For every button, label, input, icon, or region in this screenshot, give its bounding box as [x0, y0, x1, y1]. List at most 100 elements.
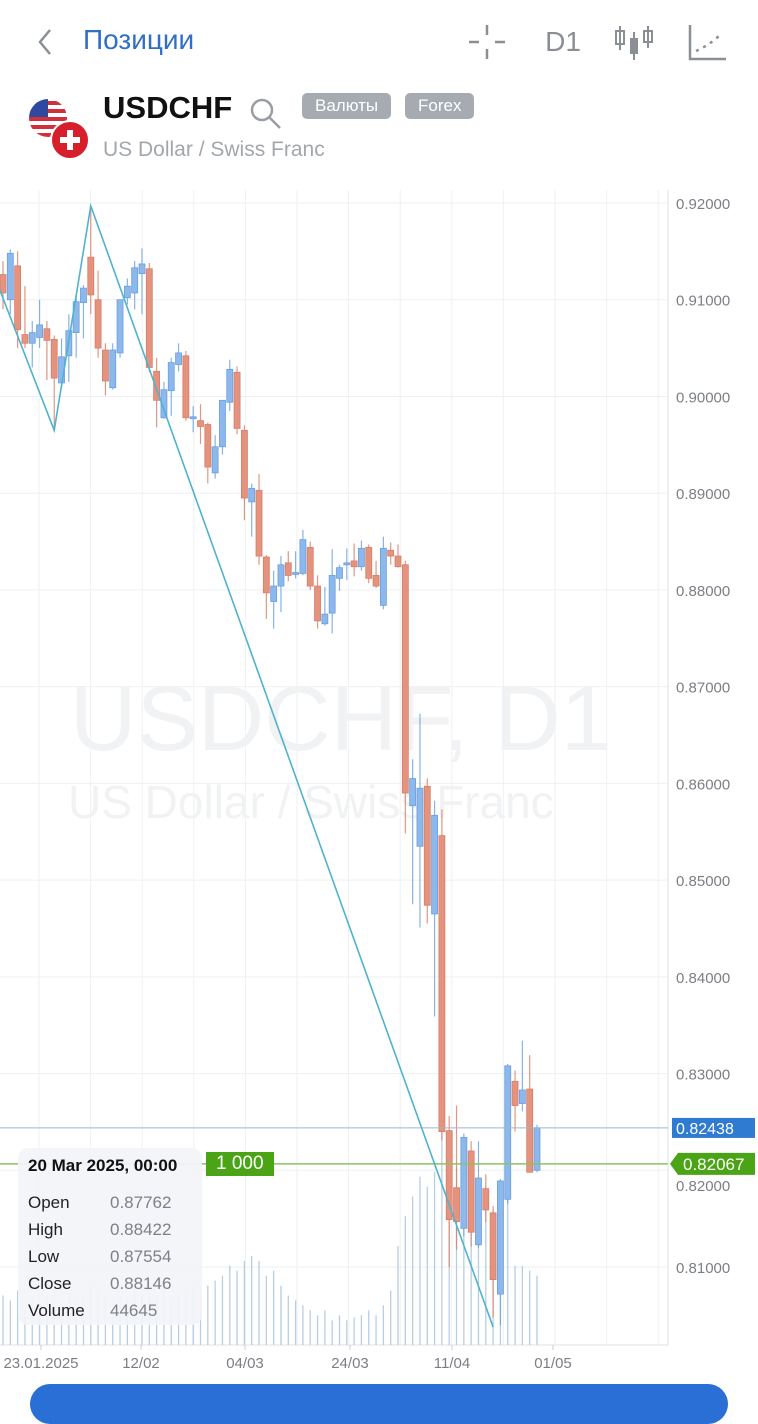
- crosshair-icon: [469, 25, 505, 59]
- price-tick-label: 0.81000: [676, 1260, 730, 1277]
- bearish-candle: [197, 420, 204, 427]
- bearish-candle: [423, 785, 431, 906]
- tooltip-label-close: Close: [28, 1274, 72, 1293]
- bearish-candle: [482, 1188, 490, 1211]
- order-size-tag[interactable]: 1 000: [206, 1152, 274, 1176]
- bearish-candle: [153, 370, 161, 401]
- bullish-candle: [475, 1177, 482, 1246]
- price-tick-label: 0.90000: [676, 389, 730, 406]
- crosshair-button[interactable]: [465, 18, 509, 66]
- tooltip-value-high: 0.88422: [110, 1220, 172, 1239]
- date-tick-label: 04/03: [226, 1355, 264, 1372]
- bullish-candle: [416, 787, 424, 847]
- bullish-candle: [138, 263, 146, 275]
- bearish-candle: [50, 338, 58, 379]
- bullish-candle: [123, 285, 131, 299]
- price-chart[interactable]: USDCHF, D1 US Dollar / Swiss Franc 0.920…: [0, 0, 758, 1380]
- price-axis: 0.92000 0.91000 0.90000 0.89000 0.88000 0.870…: [670, 196, 755, 1277]
- price-tick-label: 0.87000: [676, 680, 730, 697]
- bearish-candle: [102, 349, 109, 382]
- tooltip-label-low: Low: [28, 1247, 60, 1266]
- bullish-candle: [270, 585, 278, 602]
- bullish-candle: [518, 1089, 526, 1104]
- bid-price-tag: [670, 1152, 755, 1175]
- bullish-candle: [131, 267, 139, 294]
- tag-forex: Forex: [405, 93, 475, 119]
- tag-currencies: Валюты: [302, 93, 392, 119]
- bearish-candle: [284, 562, 292, 576]
- bearish-candle: [445, 1130, 453, 1221]
- bearish-candle: [262, 556, 270, 594]
- price-tick-label: 0.84000: [676, 970, 730, 987]
- tooltip-label-open: Open: [28, 1193, 70, 1212]
- date-tick-label: 11/04: [434, 1355, 470, 1372]
- price-tick-label: 0.88000: [676, 583, 730, 600]
- back-button[interactable]: [30, 22, 60, 62]
- bearish-candle: [182, 355, 190, 419]
- bearish-candle: [87, 256, 95, 296]
- bearish-candle: [401, 564, 409, 794]
- price-tick-label: 0.91000: [676, 293, 730, 310]
- bearish-candle: [365, 546, 373, 579]
- bullish-candle: [328, 575, 336, 614]
- bullish-candle: [211, 446, 219, 474]
- bottom-action-button[interactable]: [30, 1384, 728, 1424]
- bullish-candle: [358, 547, 365, 568]
- bearish-candle: [489, 1212, 497, 1281]
- date-tick-label: 24/03: [331, 1355, 369, 1372]
- time-axis: 23.01.2025 12/02 04/03 24/03 11/04 01/05: [3, 1345, 572, 1372]
- bullish-candle: [343, 562, 351, 566]
- bullish-candle: [36, 324, 43, 338]
- bullish-candle: [504, 1065, 512, 1200]
- back-label[interactable]: Позиции: [83, 24, 195, 55]
- bullish-candle: [431, 814, 438, 915]
- bearish-candle: [21, 334, 29, 344]
- bearish-candle: [387, 549, 395, 557]
- zigzag-line: [0, 202, 494, 1328]
- bearish-candle: [350, 560, 358, 568]
- indicators-icon: [688, 25, 726, 61]
- bearish-candle: [511, 1080, 519, 1106]
- indicators-button[interactable]: [684, 18, 730, 66]
- tooltip-value-close: 0.88146: [110, 1274, 172, 1293]
- bearish-candle: [453, 1187, 460, 1222]
- bullish-candle: [175, 352, 182, 365]
- bullish-candle: [379, 547, 387, 606]
- bearish-candle: [467, 1150, 475, 1233]
- bearish-candle: [240, 429, 248, 499]
- last-price-tag: [672, 1117, 755, 1138]
- bearish-candle: [314, 585, 321, 622]
- bearish-candle: [233, 371, 241, 429]
- ohlc-tooltip: 20 Mar 2025, 00:00 Open 0.87762 High 0.8…: [18, 1148, 202, 1325]
- bullish-candle: [460, 1137, 468, 1229]
- bullish-candle: [189, 416, 197, 420]
- tooltip-value-open: 0.87762: [110, 1193, 172, 1212]
- candles: [0, 205, 541, 1326]
- bearish-candle: [94, 299, 102, 349]
- bullish-candle: [497, 1180, 504, 1295]
- price-tick-label: 0.83000: [676, 1067, 730, 1084]
- bullish-candle: [226, 368, 234, 403]
- flag-icon: [29, 99, 90, 160]
- instrument-symbol: USDCHF: [103, 90, 233, 125]
- bullish-candle: [28, 332, 36, 344]
- bearish-candle: [0, 274, 7, 294]
- order-tag-value: 1 000: [206, 1152, 274, 1176]
- bullish-candle: [321, 613, 329, 625]
- bullish-candle: [409, 778, 417, 807]
- bullish-candle: [219, 399, 226, 448]
- price-tick-label: 0.82000: [676, 1178, 730, 1195]
- bullish-candle: [80, 287, 87, 304]
- bullish-candle: [109, 349, 117, 389]
- candlestick-type-icon: [615, 26, 653, 60]
- search-icon: [250, 98, 281, 129]
- bearish-candle: [394, 555, 402, 568]
- chart-type-button[interactable]: [610, 18, 658, 66]
- date-tick-label: 12/02: [122, 1355, 160, 1372]
- tooltip-value-low: 0.87554: [110, 1247, 172, 1266]
- bearish-candle: [306, 546, 314, 587]
- symbol-search-button[interactable]: [248, 96, 284, 137]
- bullish-candle: [248, 487, 256, 503]
- bearish-candle: [526, 1088, 534, 1173]
- timeframe-button[interactable]: D1: [545, 26, 581, 57]
